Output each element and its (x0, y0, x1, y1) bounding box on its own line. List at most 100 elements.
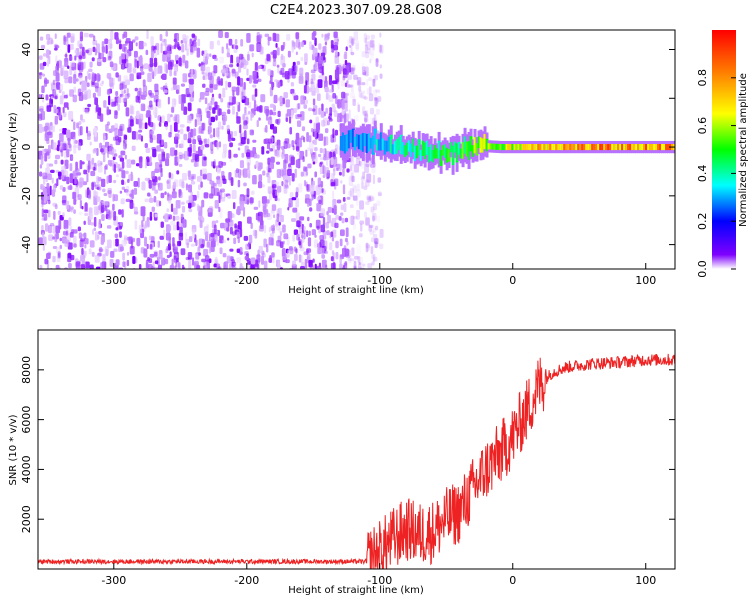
heatmap-noise-cell (215, 115, 218, 121)
heatmap-track-cell (631, 144, 635, 151)
heatmap-noise-cell (329, 242, 333, 251)
heatmap-noise-cell (90, 159, 94, 170)
heatmap-noise-cell (247, 216, 252, 224)
heatmap-noise-cell (95, 104, 99, 112)
heatmap-noise-cell (320, 224, 325, 233)
heatmap-noise-cell (368, 93, 374, 102)
heatmap-track-cell (483, 133, 487, 150)
heatmap-noise-cell (79, 235, 83, 240)
heatmap-noise-cell (357, 104, 360, 113)
heatmap-noise-cell (250, 190, 255, 195)
heatmap-noise-cell (201, 153, 206, 158)
heatmap-noise-cell (195, 239, 198, 247)
heatmap-noise-cell (314, 171, 317, 178)
heatmap-noise-cell (252, 70, 257, 80)
heatmap-track-cell (447, 149, 451, 162)
heatmap-noise-cell (304, 53, 308, 63)
heatmap-noise-cell (69, 43, 74, 50)
heatmap-noise-cell (211, 97, 214, 101)
heatmap-noise-cell (318, 199, 322, 205)
heatmap-noise-cell (38, 123, 43, 133)
heatmap-track-cell (531, 144, 535, 151)
heatmap-noise-cell (74, 176, 77, 185)
heatmap-noise-cell (282, 41, 286, 47)
heatmap-noise-cell (117, 163, 121, 172)
heatmap-track-cell (383, 140, 387, 155)
heatmap-noise-cell (75, 78, 79, 82)
heatmap-noise-cell (356, 42, 359, 52)
heatmap-noise-cell (147, 256, 150, 262)
heatmap-noise-cell (53, 104, 57, 114)
heatmap-track-cell (561, 144, 565, 151)
heatmap-noise-cell (207, 138, 210, 146)
heatmap-noise-cell (125, 79, 130, 86)
heatmap-noise-cell (256, 106, 262, 112)
heatmap-track-cell (665, 144, 669, 151)
heatmap-noise-cell (337, 81, 340, 90)
heatmap-noise-cell (106, 106, 109, 116)
heatmap-noise-cell (339, 238, 343, 247)
heatmap-track-cell (401, 142, 405, 155)
heatmap-noise-cell (250, 113, 254, 118)
heatmap-noise-cell (365, 217, 370, 226)
heatmap-noise-cell (190, 202, 196, 207)
heatmap-noise-cell (223, 67, 229, 77)
heatmap-noise-cell (97, 177, 102, 182)
heatmap-noise-cell (316, 265, 322, 269)
heatmap-noise-cell (80, 238, 85, 242)
heatmap-noise-cell (277, 110, 281, 118)
heatmap-noise-cell (339, 263, 343, 269)
heatmap-noise-cell (310, 184, 315, 195)
heatmap-noise-cell (165, 153, 169, 159)
heatmap-track-cell (421, 140, 425, 156)
heatmap-noise-cell (170, 87, 174, 91)
heatmap-noise-cell (273, 94, 278, 104)
heatmap-noise-cell (228, 149, 232, 159)
heatmap-noise-cell (299, 67, 304, 76)
heatmap-noise-cell (94, 184, 99, 190)
heatmap-noise-cell (122, 43, 126, 52)
heatmap-noise-cell (332, 229, 337, 238)
heatmap-noise-cell (331, 207, 335, 214)
heatmap-noise-cell (237, 236, 240, 244)
heatmap-noise-cell (307, 216, 310, 222)
heatmap-noise-cell (101, 178, 106, 188)
heatmap-noise-cell (46, 105, 52, 112)
heatmap-noise-cell (347, 74, 353, 80)
heatmap-noise-cell (153, 196, 157, 203)
heatmap-noise-cell (277, 66, 280, 74)
heatmap-noise-cell (379, 243, 384, 250)
heatmap-noise-cell (166, 180, 170, 184)
heatmap-noise-cell (307, 81, 310, 86)
heatmap-noise-cell (62, 212, 65, 218)
heatmap-noise-cell (175, 215, 180, 221)
heatmap-noise-cell (120, 198, 125, 205)
heatmap-noise-cell (189, 38, 193, 47)
heatmap-noise-cell (246, 68, 249, 76)
heatmap-noise-cell (335, 240, 339, 249)
heatmap-noise-cell (176, 170, 180, 175)
heatmap-track-cell (375, 139, 379, 151)
heatmap-noise-cell (239, 263, 243, 269)
heatmap-noise-cell (291, 197, 297, 201)
heatmap-noise-cell (348, 216, 353, 224)
colorbar-tick-label: 0.2 (696, 212, 709, 230)
heatmap-noise-cell (156, 67, 161, 75)
heatmap-noise-cell (303, 104, 308, 109)
heatmap-track-cell (339, 136, 343, 151)
heatmap-noise-cell (372, 256, 378, 262)
heatmap-noise-cell (113, 194, 118, 202)
heatmap-noise-cell (52, 184, 57, 193)
heatmap-noise-cell (376, 200, 381, 207)
colorbar: 0.00.20.40.60.8 Normalized spectral ampl… (696, 30, 749, 278)
heatmap-noise-cell (317, 79, 323, 88)
heatmap-noise-cell (70, 254, 75, 261)
heatmap-noise-cell (97, 160, 101, 167)
heatmap-noise-cell (315, 132, 319, 139)
heatmap-noise-cell (344, 51, 348, 60)
heatmap-noise-cell (56, 178, 59, 187)
heatmap-noise-cell (321, 103, 324, 112)
heatmap-noise-cell (107, 52, 112, 62)
heatmap-track-cell (511, 144, 515, 151)
